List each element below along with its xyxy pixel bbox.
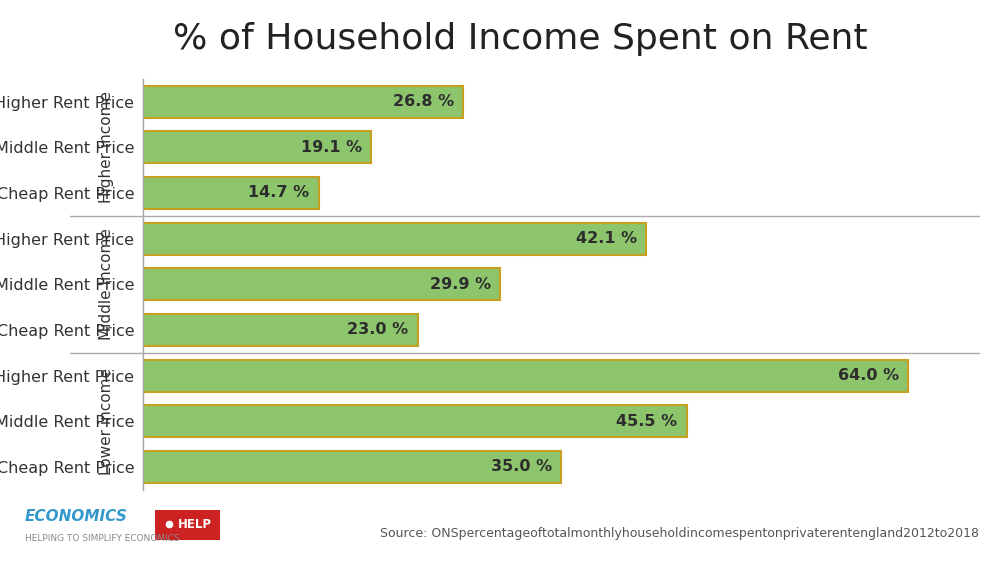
Text: 23.0 %: 23.0 %: [347, 323, 408, 337]
Text: % of Household Income Spent on Rent: % of Household Income Spent on Rent: [173, 23, 867, 56]
Text: ECONOMICS: ECONOMICS: [25, 508, 128, 524]
Bar: [143, 405, 687, 437]
Bar: [143, 314, 418, 346]
Text: 64.0 %: 64.0 %: [838, 368, 899, 383]
Text: 19.1 %: 19.1 %: [301, 140, 362, 155]
Bar: [143, 451, 561, 483]
Text: 35.0 %: 35.0 %: [491, 459, 552, 475]
FancyBboxPatch shape: [153, 510, 222, 540]
Bar: [143, 177, 319, 209]
Text: Lower income: Lower income: [99, 368, 114, 475]
Bar: [143, 269, 500, 300]
Text: HELP: HELP: [178, 518, 212, 531]
Text: Middle Income: Middle Income: [99, 229, 114, 340]
Bar: [143, 222, 646, 254]
Text: HELPING TO SIMPLIFY ECONOMICS: HELPING TO SIMPLIFY ECONOMICS: [25, 534, 180, 543]
Text: 26.8 %: 26.8 %: [393, 94, 454, 109]
Text: Higher income: Higher income: [99, 91, 114, 203]
Text: 29.9 %: 29.9 %: [430, 277, 491, 292]
Bar: [143, 86, 463, 118]
Text: 42.1 %: 42.1 %: [576, 231, 637, 246]
Text: 45.5 %: 45.5 %: [616, 414, 677, 429]
Bar: [143, 131, 371, 163]
Text: 14.7 %: 14.7 %: [248, 185, 309, 200]
Text: Source: ONSpercentageoftotalmonthlyhouseholdincomespentonprivaterentengland2012t: Source: ONSpercentageoftotalmonthlyhouse…: [380, 528, 979, 540]
Bar: [143, 360, 908, 392]
